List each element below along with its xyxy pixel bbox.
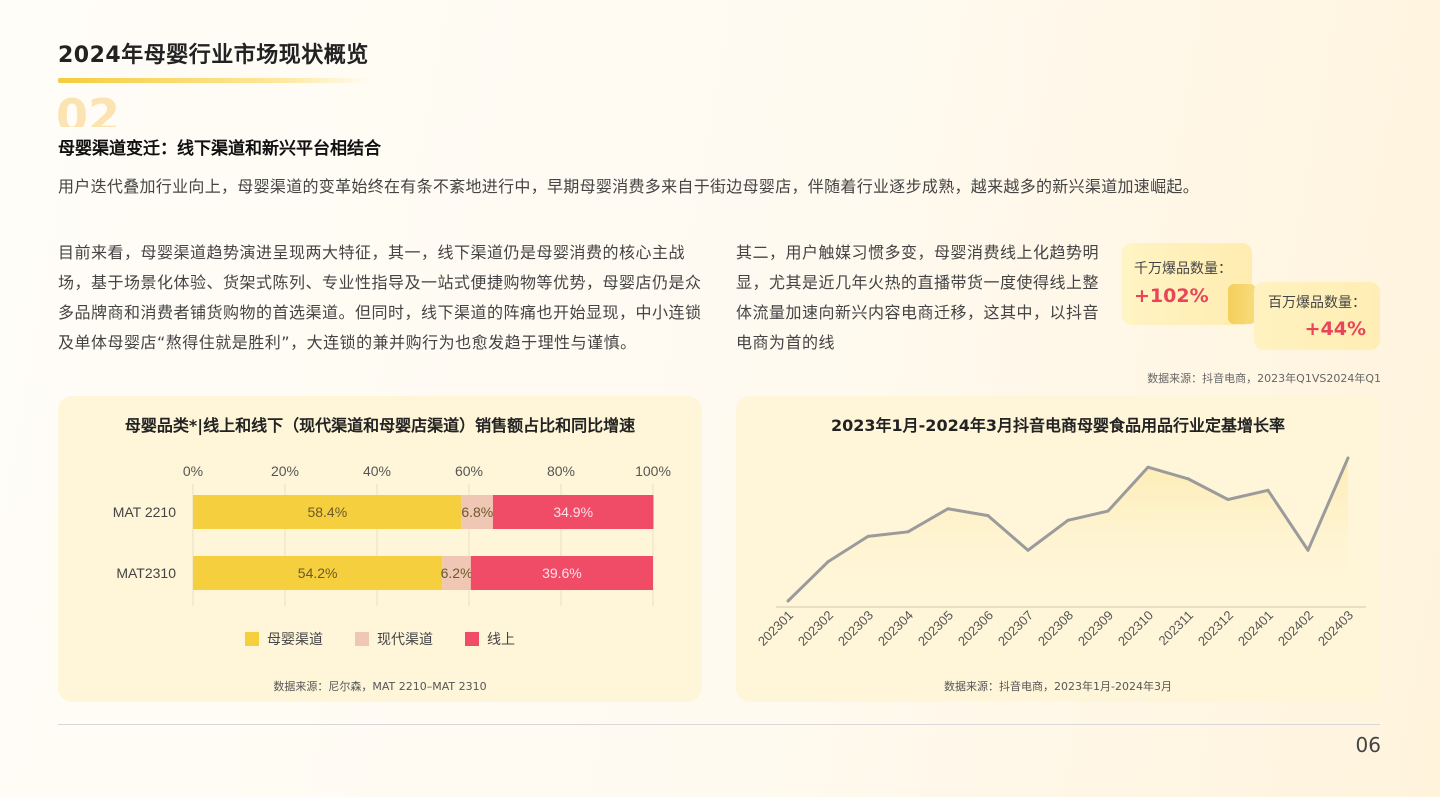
x-tick-label: 20% — [271, 463, 299, 479]
x-tick-label: 202403 — [1315, 608, 1356, 649]
line-chart-title: 2023年1月-2024年3月抖音电商母婴食品用品行业定基增长率 — [831, 416, 1285, 435]
x-tick-label: 0% — [183, 463, 203, 479]
x-tick-label: 202401 — [1235, 608, 1276, 649]
data-point — [1306, 548, 1310, 552]
x-tick-label: 202302 — [795, 608, 836, 649]
page-title: 2024年母婴行业市场现状概览 — [58, 43, 369, 68]
section-heading: 母婴渠道变迁：线下渠道和新兴平台相结合 — [58, 139, 381, 159]
bar-chart-source: 数据来源：尼尔森，MAT 2210–MAT 2310 — [273, 680, 487, 693]
x-tick-label: 202303 — [835, 608, 876, 649]
line-chart-source: 数据来源：抖音电商，2023年1月-2024年3月 — [944, 680, 1172, 693]
x-tick-label: 202312 — [1195, 608, 1236, 649]
right-paragraph: 其二，用户触媒习惯多变，母婴消费线上化趋势明显，尤其是近几年火热的直播带货一度使… — [736, 243, 1100, 352]
bar-segment — [193, 495, 462, 529]
intro-paragraph: 用户迭代叠加行业向上，母婴渠道的变革始终在有条不紊地进行中，早期母婴消费多来自于… — [58, 177, 1200, 196]
bar-segment — [492, 495, 654, 529]
page-number: 06 — [1355, 733, 1381, 757]
x-tick-label: 202305 — [915, 608, 956, 649]
x-tick-label: 202308 — [1035, 608, 1076, 649]
left-paragraph: 目前来看，母婴渠道趋势演进呈现两大特征，其一，线下渠道仍是母婴消费的核心主战场，… — [58, 243, 702, 352]
bar-chart-title: 母婴品类*|线上和线下（现代渠道和母婴店渠道）销售额占比和同比增速 — [124, 416, 636, 435]
bar-chart: 0% 20% 40% 60% 80% 100% MAT 2210 58.4% 6.8% 34.9%… — [113, 463, 671, 606]
data-point — [826, 560, 830, 564]
bar-segment — [470, 556, 653, 590]
data-point — [1266, 488, 1270, 492]
data-label: 6.2% — [441, 565, 473, 581]
section-number: 02 — [56, 93, 121, 127]
stat-label-10m: 千万爆品数量： — [1134, 261, 1232, 277]
line-chart: 2023012023022023032023042023052023062023… — [755, 456, 1366, 649]
bar-segment — [461, 495, 493, 529]
bar-segment — [442, 556, 471, 590]
title-underline — [58, 78, 370, 83]
x-tick-label: 202306 — [955, 608, 996, 649]
x-tick-label: 202310 — [1115, 608, 1156, 649]
data-label: 6.8% — [461, 504, 493, 520]
legend-swatch-maternal — [245, 632, 259, 646]
legend-label-maternal: 母婴渠道 — [267, 632, 323, 648]
stats-source: 数据来源：抖音电商，2023年Q1VS2024年Q1 — [1147, 372, 1381, 385]
stat-card-1m: 百万爆品数量： +44% — [1254, 282, 1380, 350]
x-tick-label: 40% — [363, 463, 391, 479]
data-point — [1026, 548, 1030, 552]
stat-connector — [1228, 284, 1256, 324]
legend-item-maternal: 母婴渠道 — [245, 629, 323, 649]
bar-chart-legend: 母婴渠道 现代渠道 线上 — [58, 629, 702, 649]
legend-swatch-modern — [355, 632, 369, 646]
data-point — [906, 530, 910, 534]
data-point — [1226, 498, 1230, 502]
x-tick-label: 202304 — [875, 608, 916, 649]
data-point — [1346, 456, 1350, 460]
x-tick-label: 202301 — [755, 608, 796, 649]
data-point — [786, 599, 790, 603]
footer-divider — [58, 724, 1380, 725]
stat-value-1m: +44% — [1304, 318, 1366, 340]
data-label: 58.4% — [307, 504, 347, 520]
data-point — [1186, 477, 1190, 481]
bar-segment — [193, 556, 443, 590]
x-tick-label: 202307 — [995, 608, 1036, 649]
category-label: MAT 2210 — [113, 504, 177, 520]
bar-chart-panel: 母婴品类*|线上和线下（现代渠道和母婴店渠道）销售额占比和同比增速 0% 20% 4… — [58, 396, 702, 702]
line-chart-panel: 2023年1月-2024年3月抖音电商母婴食品用品行业定基增长率 202301 2… — [736, 396, 1380, 702]
legend-label-modern: 现代渠道 — [377, 632, 433, 648]
data-point — [1066, 518, 1070, 522]
data-point — [986, 514, 990, 518]
data-point — [1106, 509, 1110, 513]
x-tick-label: 60% — [455, 463, 483, 479]
legend-item-modern: 现代渠道 — [355, 629, 433, 649]
legend-item-online: 线上 — [465, 629, 515, 649]
category-label: MAT2310 — [116, 565, 176, 581]
data-point — [866, 534, 870, 538]
x-tick-label: 100% — [635, 463, 671, 479]
x-tick-label: 202309 — [1075, 608, 1116, 649]
x-tick-label: 202311 — [1156, 608, 1197, 649]
data-label: 39.6% — [542, 565, 582, 581]
legend-label-online: 线上 — [487, 632, 515, 648]
data-point — [1146, 465, 1150, 469]
data-point — [946, 507, 950, 511]
x-tick-label: 80% — [547, 463, 575, 479]
stat-value-10m: +102% — [1134, 285, 1209, 307]
stat-label-1m: 百万爆品数量： — [1268, 295, 1366, 311]
data-label: 54.2% — [298, 565, 338, 581]
legend-swatch-online — [465, 632, 479, 646]
x-tick-label: 202402 — [1275, 608, 1316, 649]
data-label: 34.9% — [553, 504, 593, 520]
line-area — [788, 458, 1348, 606]
